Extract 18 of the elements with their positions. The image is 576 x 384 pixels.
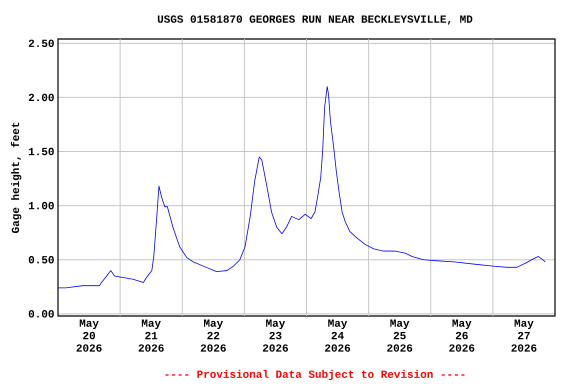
x-tick-label: May 20 2026	[76, 320, 102, 352]
x-tick-label: May 25 2026	[387, 320, 412, 352]
line-series	[58, 86, 546, 288]
x-tick-label: May 22 2026	[200, 320, 226, 352]
y-tick-label: 1.50	[28, 148, 54, 156]
y-tick-label: 1.00	[28, 202, 54, 210]
x-tick-label: May 23 2026	[262, 320, 288, 352]
x-tick-label: May 26 2026	[449, 320, 474, 352]
y-tick-label: 2.50	[28, 40, 54, 48]
x-tick-label: May 21 2026	[138, 320, 164, 352]
chart-title: USGS 01581870 GEORGES RUN NEAR BECKLEYSVILLE, MD	[158, 15, 472, 25]
x-tick-label: May 27 2026	[511, 320, 536, 352]
text: ---- Provisional Data Subject to Revision ----	[165, 370, 464, 380]
y-tick-label: 0.50	[28, 256, 54, 264]
y-tick-label: 0.00	[28, 310, 54, 318]
x-tick-label: May 24 2026	[325, 320, 350, 352]
y-axis-title: Gage height, feet	[10, 122, 22, 233]
y-tick-label: 2.00	[28, 94, 54, 102]
